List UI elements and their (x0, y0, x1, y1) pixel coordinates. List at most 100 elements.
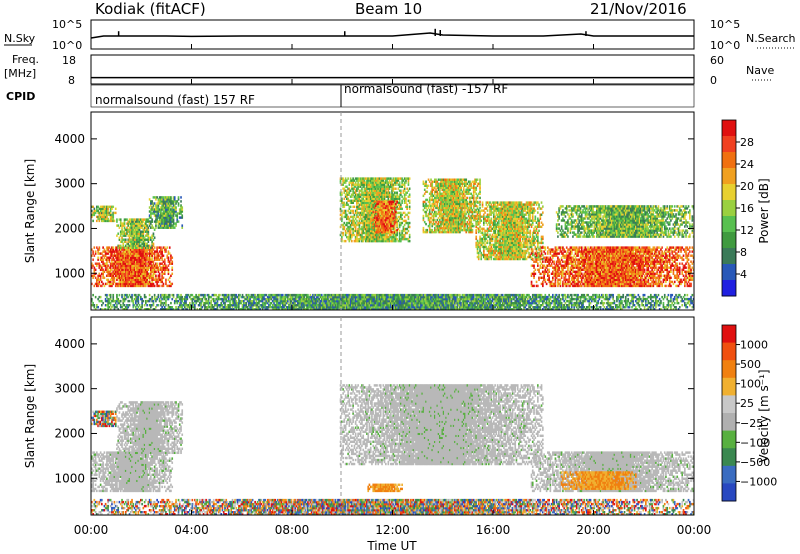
heatmap-cell (154, 237, 156, 239)
nsky-line (91, 33, 694, 38)
cpid-panel: CPID normalsound (fast) 157 RF normalsou… (6, 82, 694, 107)
freq-unit: [MHz] (4, 67, 36, 80)
heatmap-cell (159, 285, 161, 287)
heatmap-cell (491, 218, 493, 220)
heatmap-cell (395, 188, 397, 190)
heatmap-cell (146, 224, 148, 226)
date-title: 21/Nov/2016 (590, 0, 687, 18)
heatmap-cell (478, 252, 480, 254)
heatmap-cell (479, 203, 481, 205)
heatmap-cell (426, 229, 428, 231)
heatmap-cell (344, 198, 346, 200)
heatmap-cell (115, 212, 117, 214)
heatmap-cell (116, 218, 118, 220)
heatmap-cell (110, 210, 112, 212)
heatmap-cell (473, 225, 475, 227)
heatmap-cell (153, 233, 155, 235)
heatmap-cell (467, 197, 469, 199)
heatmap-cell (114, 220, 116, 222)
heatmap-cell (354, 234, 356, 236)
heatmap-cell (148, 241, 150, 243)
heatmap-cell (158, 281, 160, 283)
heatmap-cell (181, 224, 183, 226)
heatmap-cell (484, 211, 486, 213)
heatmap-cell (95, 269, 97, 271)
heatmap-cell (170, 196, 172, 198)
heatmap-cell (479, 183, 481, 185)
heatmap-cell (99, 246, 101, 248)
heatmap-cell (372, 227, 374, 229)
heatmap-cell (171, 257, 173, 259)
heatmap-cell (112, 206, 114, 208)
nsearch-tick-bottom: 10^0 (710, 39, 740, 52)
heatmap-cell (175, 202, 177, 204)
heatmap-cell (350, 206, 352, 208)
heatmap-cell (399, 198, 401, 200)
heatmap-cell (181, 206, 183, 208)
heatmap-cell (117, 233, 119, 235)
heatmap-cell (92, 259, 94, 261)
heatmap-cell (125, 239, 127, 241)
heatmap-cell (150, 214, 152, 216)
heatmap-cell (408, 184, 410, 186)
heatmap-cell (372, 211, 374, 213)
heatmap-cell (340, 208, 342, 210)
heatmap-cell (345, 240, 347, 242)
heatmap-cell (92, 250, 94, 252)
nave-tick-top: 60 (710, 54, 724, 67)
heatmap-cell (409, 177, 411, 179)
station-title: Kodiak (fitACF) (95, 0, 206, 18)
heatmap-cell (396, 229, 398, 231)
heatmap-cell (479, 236, 481, 238)
heatmap-cell (174, 196, 176, 198)
cpid-segment-1: normalsound (fast) 157 RF (95, 93, 255, 107)
heatmap-cell (181, 214, 183, 216)
nave-tick-bottom: 0 (710, 74, 717, 87)
heatmap-cell (163, 277, 165, 279)
heatmap-cell (434, 219, 436, 221)
heatmap-cell (169, 252, 171, 254)
nsky-label: N.Sky (4, 32, 36, 45)
heatmap-cell (117, 224, 119, 226)
heatmap-cell (120, 245, 122, 247)
heatmap-cell (480, 220, 482, 222)
heatmap-cell (423, 181, 425, 183)
heatmap-cell (176, 214, 178, 216)
heatmap-cell (169, 246, 171, 248)
heatmap-cell (121, 227, 123, 229)
heatmap-cell (409, 188, 411, 190)
heatmap-cell (163, 283, 165, 285)
heatmap-cell (464, 209, 466, 211)
heatmap-cell (151, 255, 153, 257)
heatmap-cell (409, 240, 411, 242)
heatmap-cell (400, 190, 402, 192)
nsky-nsearch-panel: N.Sky 10^5 10^0 10^5 10^0 N.Search (4, 18, 796, 52)
heatmap-cell (429, 209, 431, 211)
cpid-segment-2: normalsound (fast) -157 RF (344, 82, 508, 96)
heatmap-cell (104, 277, 106, 279)
heatmap-cell (115, 208, 117, 210)
heatmap-cell (396, 201, 398, 203)
heatmap-cell (173, 214, 175, 216)
nsearch-tick-top: 10^5 (710, 18, 740, 31)
heatmap-cell (479, 197, 481, 199)
beam-title: Beam 10 (355, 0, 422, 18)
heatmap-cell (401, 222, 403, 224)
heatmap-cell (151, 200, 153, 202)
heatmap-cell (180, 200, 182, 202)
heatmap-cell (409, 200, 411, 202)
heatmap-cell (409, 226, 411, 228)
heatmap-cell (112, 246, 114, 248)
heatmap-cell (399, 230, 401, 232)
heatmap-cell (404, 184, 406, 186)
heatmap-cell (155, 227, 157, 229)
heatmap-cell (395, 211, 397, 213)
heatmap-cell (354, 206, 356, 208)
heatmap-cell (163, 255, 165, 257)
heatmap-cell (401, 208, 403, 210)
heatmap-cell (174, 227, 176, 229)
heatmap-cell (409, 234, 411, 236)
heatmap-cell (351, 240, 353, 242)
heatmap-cell (151, 218, 153, 220)
heatmap-cell (479, 179, 481, 181)
